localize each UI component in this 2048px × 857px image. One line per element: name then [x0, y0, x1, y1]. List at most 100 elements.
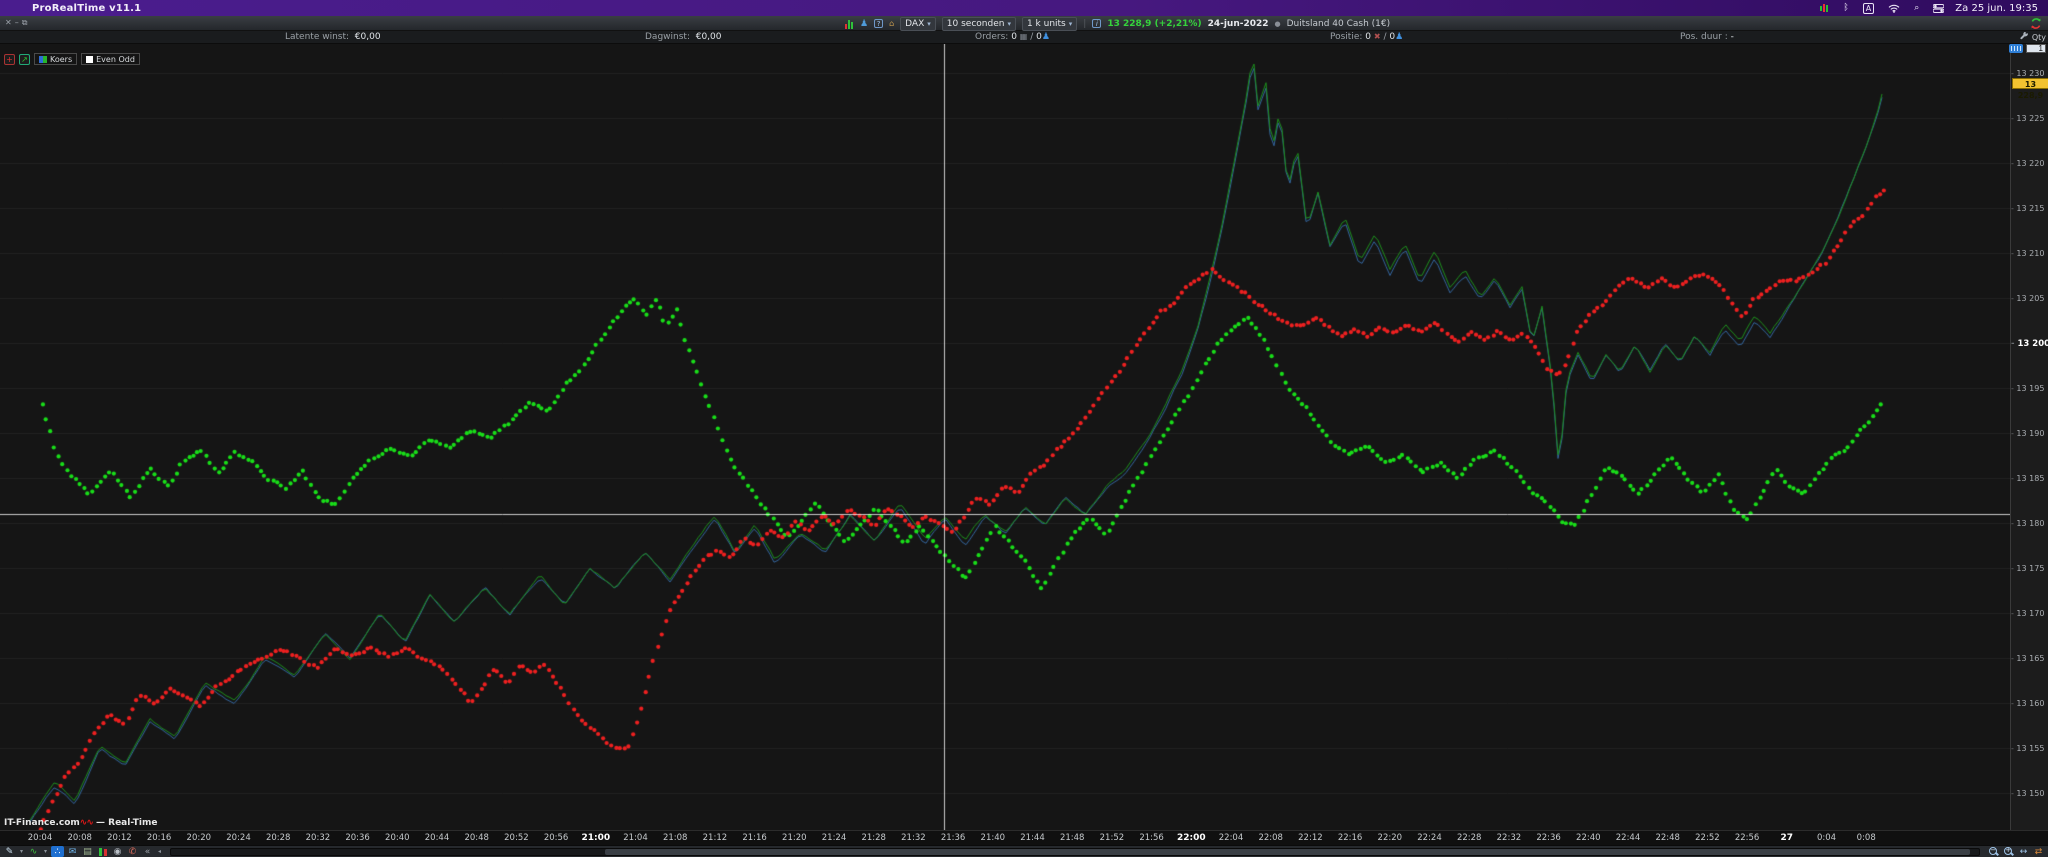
indicator-caret[interactable]: ▾ [42, 846, 49, 857]
info-icon[interactable]: i [1092, 19, 1101, 28]
time-tick-label: 22:36 [1536, 833, 1561, 843]
position-close-icon[interactable]: ✖ [1374, 32, 1381, 41]
indicator-icon[interactable]: ∿ [27, 846, 40, 857]
session-icon[interactable]: ⇄ [2032, 846, 2045, 857]
add-object-button[interactable]: + [4, 54, 15, 65]
camera-icon[interactable]: ◉ [111, 846, 124, 857]
chart-activity-icon[interactable] [1820, 4, 1829, 12]
time-tick-label: 20:04 [28, 833, 53, 843]
instrument-select[interactable]: DAX▾ [900, 17, 936, 31]
scroll-left-icon[interactable]: ◂ [156, 846, 163, 857]
time-tick-label: 22:44 [1616, 833, 1641, 843]
control-center-icon[interactable] [1933, 4, 1944, 13]
chart-canvas[interactable] [0, 44, 2010, 830]
last-price-tag: 13 228,9 [2012, 78, 2048, 89]
price-tick-label: - 13 200 [2011, 339, 2048, 349]
time-tick-label: 22:28 [1457, 833, 1482, 843]
minimize-icon[interactable]: – [15, 18, 22, 27]
macos-menu-bar: ProRealTime v11.1 ᛒ A ⌕ Za 25 jun. 19:35 [0, 0, 2048, 16]
qty-label: Qty [2032, 33, 2046, 42]
orders-list-icon[interactable]: ▦ [1020, 32, 1028, 41]
price-tick-label: - 13 220 [2011, 159, 2048, 168]
toolbar-separator: | [1083, 19, 1086, 29]
time-tick-label: 21:08 [663, 833, 688, 843]
workspaces-icon[interactable]: ⌂ [889, 19, 894, 28]
time-tick-label: 20:36 [345, 833, 370, 843]
legend-item-koers[interactable]: Koers [34, 53, 77, 65]
time-tick-label: 21:28 [861, 833, 886, 843]
keyboard-icon[interactable] [2009, 44, 2023, 53]
last-price-change: 13 228,9 (+2,21%) [1107, 19, 1201, 29]
qty-input[interactable] [2026, 44, 2046, 53]
time-tick-label: 21:16 [742, 833, 767, 843]
time-axis[interactable]: 20:0420:0820:1220:1620:2020:2420:2820:32… [0, 830, 2048, 845]
menu-bar-clock[interactable]: Za 25 jun. 19:35 [1955, 3, 2038, 14]
price-tick-label: - 13 170 [2011, 609, 2048, 618]
share-icon[interactable]: ∴ [51, 846, 64, 857]
save-list-icon[interactable]: ▤ [81, 846, 94, 857]
refresh-icon[interactable] [2030, 18, 2042, 32]
price-tick-label: - 13 185 [2011, 474, 2048, 483]
position-person-icon[interactable]: ♟ [1395, 32, 1403, 42]
quote-board-icon[interactable] [845, 19, 854, 29]
contract-name: Duitsland 40 Cash (1€) [1287, 19, 1391, 29]
time-tick-label: 21:44 [1020, 833, 1045, 843]
quote-date: 24-jun-2022 [1208, 19, 1269, 29]
help-icon[interactable]: ? [874, 19, 883, 28]
orders-status: Orders: 0 ▦ / 0♟ [975, 32, 1050, 42]
search-icon[interactable]: ⌕ [1914, 3, 1919, 13]
draw-tool-caret[interactable]: ▾ [18, 846, 25, 857]
price-tick-label: - 13 230 [2011, 69, 2048, 78]
time-tick-label: 20:16 [147, 833, 172, 843]
time-tick-label: 21:00 [581, 833, 610, 843]
koers-swatch-green [43, 56, 47, 63]
feed-watermark: IT-Finance.com∿∿ — Real-Time [4, 818, 157, 828]
timeframe-select[interactable]: 10 seconden▾ [942, 17, 1016, 31]
units-select[interactable]: 1 k units▾ [1022, 17, 1077, 31]
time-tick-label: 27 [1781, 833, 1794, 843]
draw-tool-icon[interactable]: ✎ [3, 846, 16, 857]
price-tick-label: - 13 225 [2011, 114, 2048, 123]
app-menu-title[interactable]: ProRealTime v11.1 [32, 3, 141, 14]
chart-legend: + ↗ Koers Even Odd [4, 53, 140, 65]
zoom-out-icon[interactable]: − [1987, 846, 2000, 857]
time-tick-label: 0:08 [1857, 833, 1876, 843]
bluetooth-icon[interactable]: ᛒ [1843, 3, 1848, 13]
price-tick-label: - 13 215 [2011, 204, 2048, 213]
time-tick-label: 20:40 [385, 833, 410, 843]
time-tick-label: 20:08 [67, 833, 92, 843]
horizontal-scrollbar[interactable] [170, 848, 1980, 856]
input-source-icon[interactable]: A [1863, 3, 1874, 14]
time-tick-label: 21:24 [822, 833, 847, 843]
price-tick-label: - 13 190 [2011, 429, 2048, 438]
chat-icon[interactable]: ✉ [66, 846, 79, 857]
drawing-tools-group: ✎▾∿▾∴✉▤◉✆«◂ [0, 846, 166, 857]
price-tick-label: - 13 175 [2011, 564, 2048, 573]
time-tick-label: 22:52 [1695, 833, 1720, 843]
time-tick-label: 22:04 [1219, 833, 1244, 843]
chevron-down-icon: ▾ [927, 20, 931, 28]
price-tick-label: - 13 210 [2011, 249, 2048, 258]
price-tick-label: - 13 155 [2011, 744, 2048, 753]
time-tick-label: 21:40 [981, 833, 1006, 843]
candlestick-icon[interactable] [96, 846, 109, 857]
price-tick-label: - 13 180 [2011, 519, 2048, 528]
close-icon[interactable]: ✕ [5, 18, 15, 27]
position-status: Positie: 0 ✖ / 0♟ [1330, 32, 1403, 42]
collapse-icon[interactable]: « [141, 846, 154, 857]
position-duration: Pos. duur : - [1680, 32, 1734, 42]
orders-person-icon[interactable]: ♟ [1042, 32, 1050, 42]
wrench-icon[interactable] [2020, 32, 2029, 43]
auto-scale-button[interactable]: ↗ [19, 54, 30, 65]
legend-item-even-odd[interactable]: Even Odd [81, 53, 140, 65]
fit-chart-icon[interactable]: ↔ [2017, 846, 2030, 857]
maximize-icon[interactable]: ⧉ [22, 18, 31, 27]
phone-icon[interactable]: ✆ [126, 846, 139, 857]
scrollbar-thumb[interactable] [605, 849, 1970, 855]
accounts-icon[interactable]: ♟ [860, 19, 868, 29]
wifi-icon[interactable] [1888, 4, 1900, 13]
time-tick-label: 21:36 [941, 833, 966, 843]
zoom-in-icon[interactable]: + [2002, 846, 2015, 857]
window-controls[interactable]: ✕–⧉ [5, 18, 30, 28]
price-axis[interactable]: 13 228,9 - 13 230 - 13 225 - 13 220 - 13 21… [2010, 44, 2048, 830]
